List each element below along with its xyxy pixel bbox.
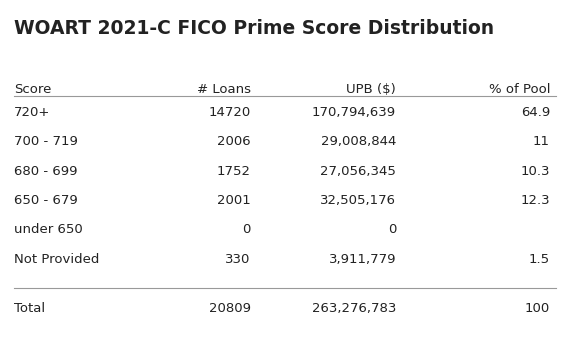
Text: 1752: 1752 [217, 165, 251, 178]
Text: 330: 330 [225, 253, 251, 266]
Text: 12.3: 12.3 [520, 194, 550, 207]
Text: 0: 0 [242, 223, 251, 237]
Text: 32,505,176: 32,505,176 [320, 194, 396, 207]
Text: 3,911,779: 3,911,779 [329, 253, 396, 266]
Text: 1.5: 1.5 [529, 253, 550, 266]
Text: Not Provided: Not Provided [14, 253, 100, 266]
Text: under 650: under 650 [14, 223, 83, 237]
Text: % of Pool: % of Pool [488, 83, 550, 96]
Text: WOART 2021-C FICO Prime Score Distribution: WOART 2021-C FICO Prime Score Distributi… [14, 19, 494, 37]
Text: Score: Score [14, 83, 52, 96]
Text: 0: 0 [388, 223, 396, 237]
Text: 650 - 679: 650 - 679 [14, 194, 78, 207]
Text: 27,056,345: 27,056,345 [320, 165, 396, 178]
Text: 263,276,783: 263,276,783 [312, 302, 396, 315]
Text: 11: 11 [533, 135, 550, 149]
Text: Total: Total [14, 302, 46, 315]
Text: 2006: 2006 [217, 135, 251, 149]
Text: 10.3: 10.3 [520, 165, 550, 178]
Text: 680 - 699: 680 - 699 [14, 165, 78, 178]
Text: 20809: 20809 [209, 302, 251, 315]
Text: # Loans: # Loans [197, 83, 251, 96]
Text: 720+: 720+ [14, 106, 51, 119]
Text: 700 - 719: 700 - 719 [14, 135, 78, 149]
Text: 64.9: 64.9 [521, 106, 550, 119]
Text: UPB ($): UPB ($) [347, 83, 396, 96]
Text: 100: 100 [525, 302, 550, 315]
Text: 14720: 14720 [209, 106, 251, 119]
Text: 2001: 2001 [217, 194, 251, 207]
Text: 29,008,844: 29,008,844 [321, 135, 396, 149]
Text: 170,794,639: 170,794,639 [312, 106, 396, 119]
